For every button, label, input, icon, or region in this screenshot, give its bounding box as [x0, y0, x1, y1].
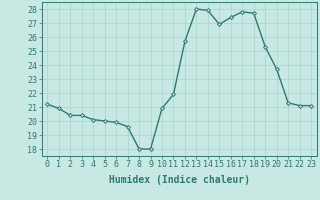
- X-axis label: Humidex (Indice chaleur): Humidex (Indice chaleur): [109, 175, 250, 185]
